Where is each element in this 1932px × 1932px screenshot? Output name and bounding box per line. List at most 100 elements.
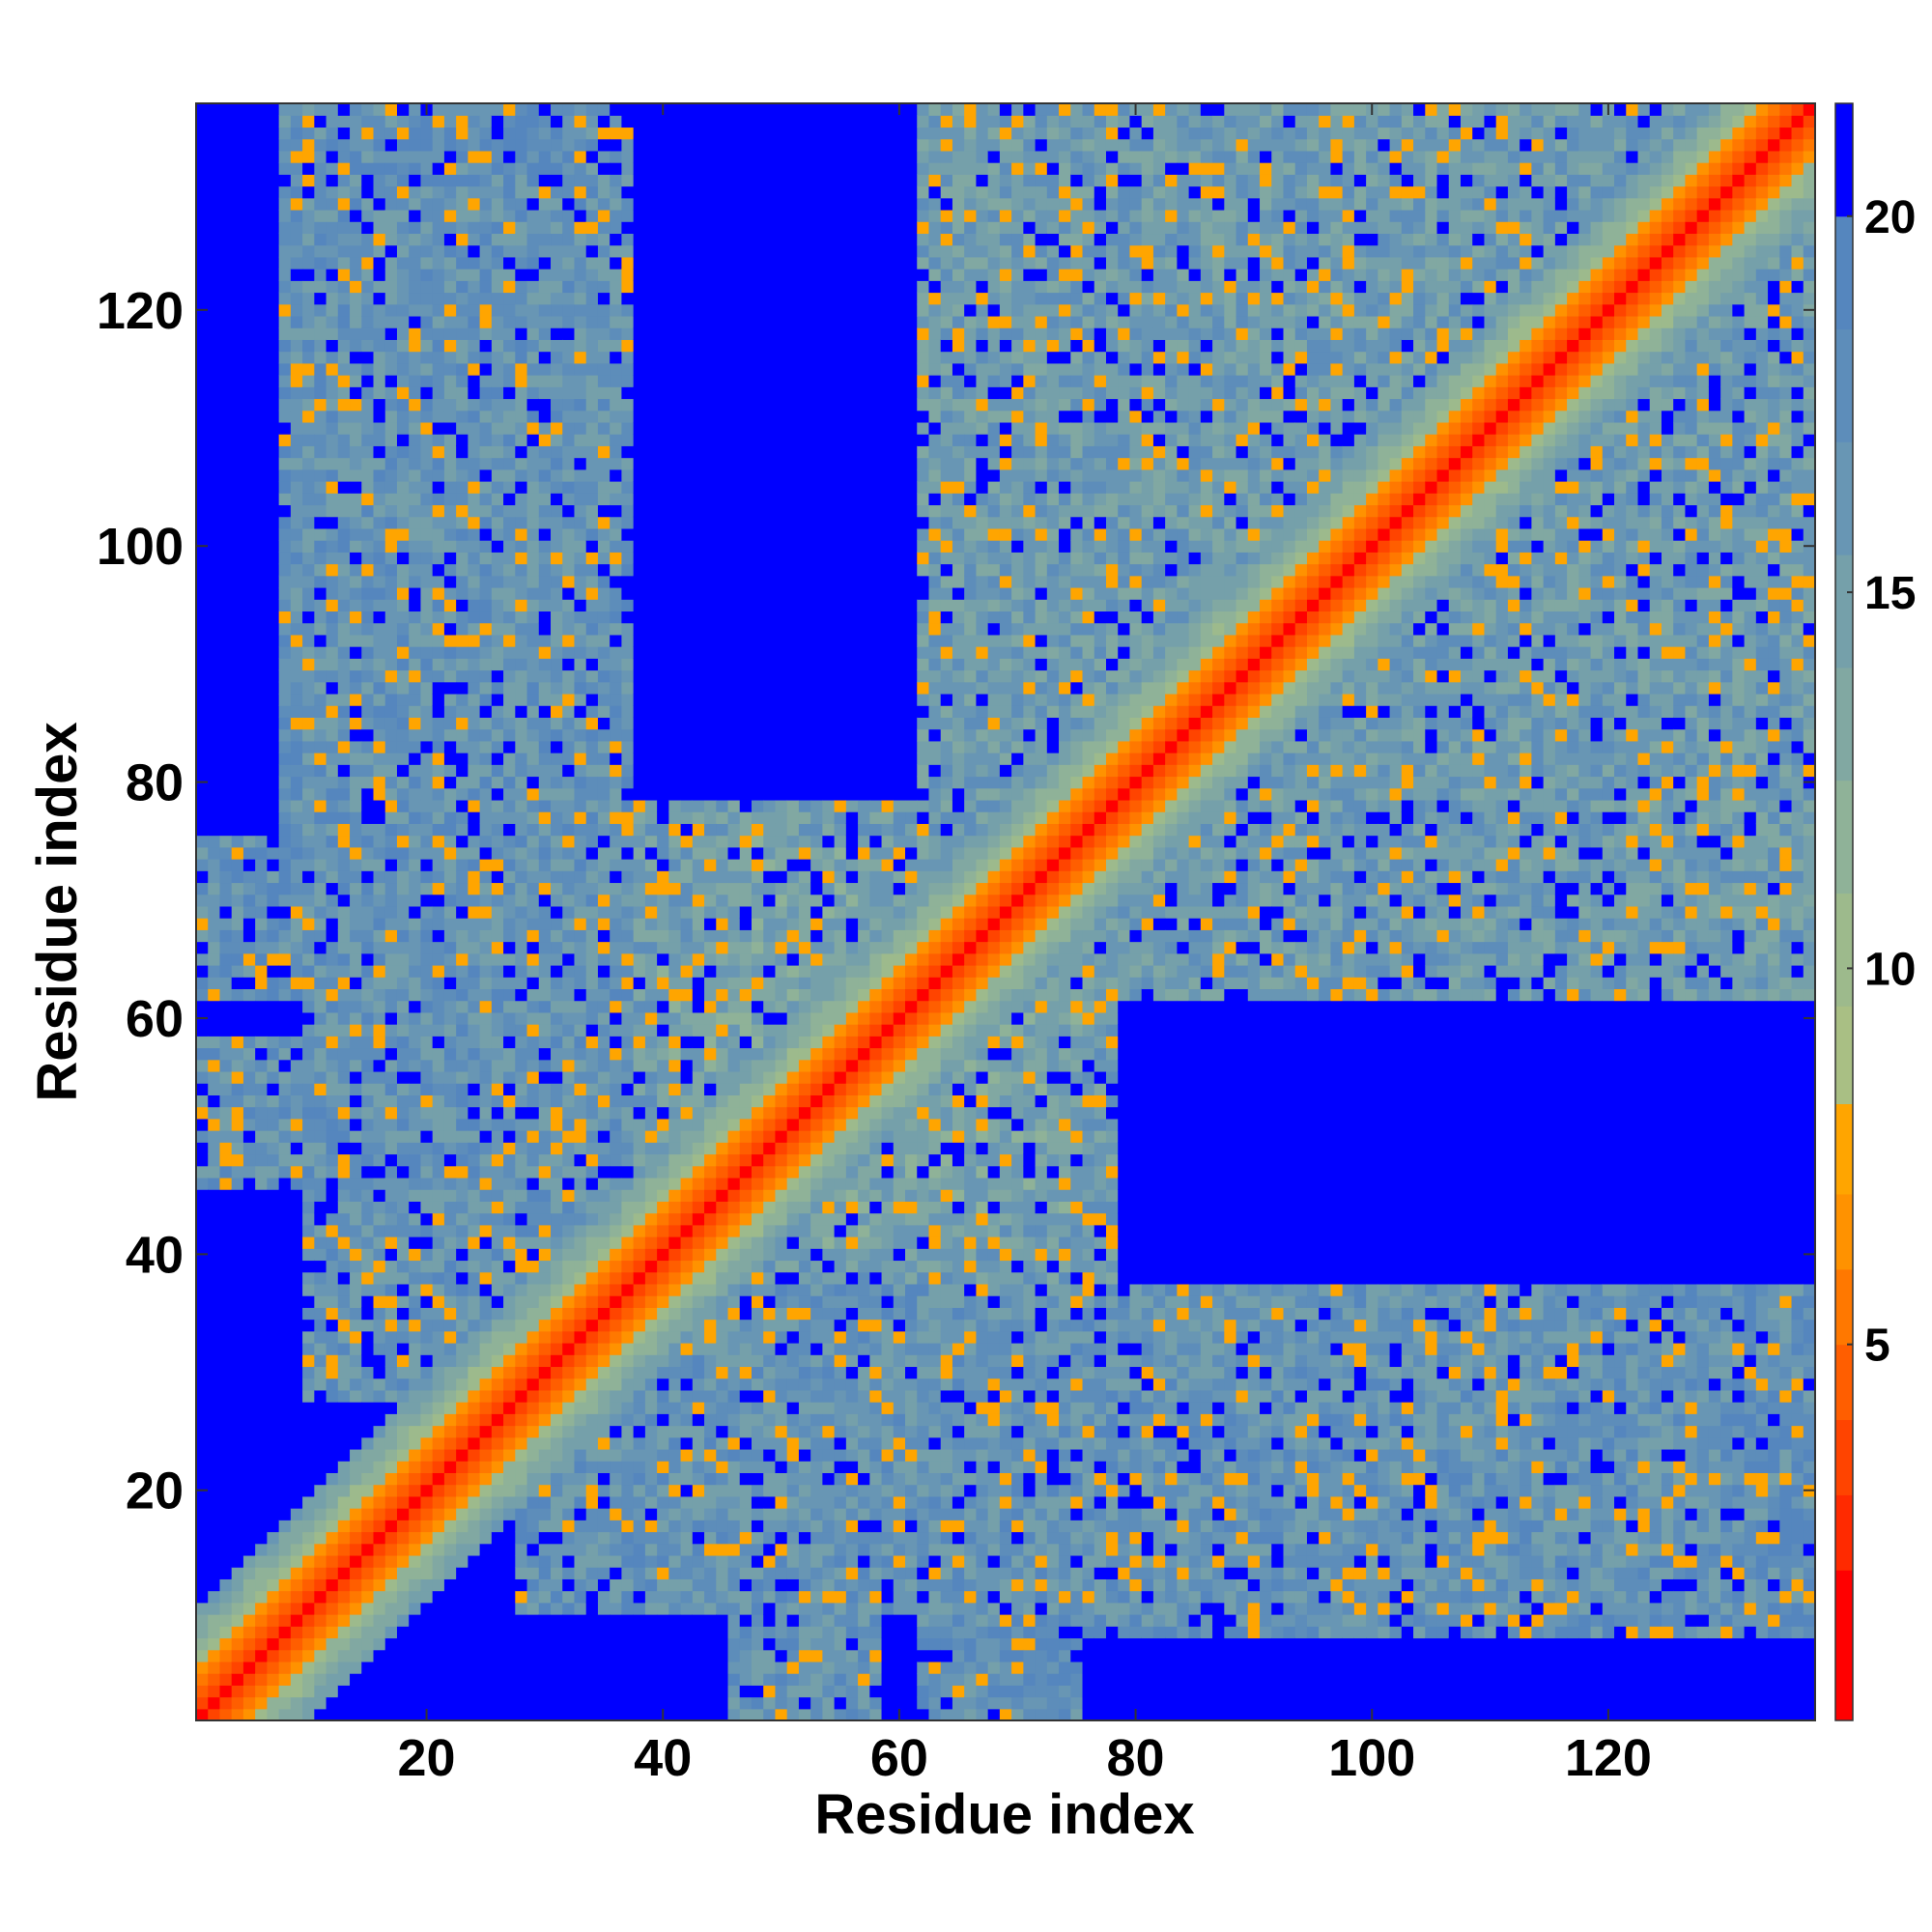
heatmap-cell bbox=[432, 787, 445, 801]
heatmap-cell bbox=[396, 150, 410, 163]
heatmap-cell bbox=[373, 256, 386, 270]
heatmap-cell bbox=[373, 693, 386, 706]
heatmap-cell bbox=[562, 1413, 576, 1427]
heatmap-cell bbox=[314, 646, 327, 659]
heatmap-cell bbox=[574, 233, 587, 246]
heatmap-cell bbox=[219, 351, 233, 364]
heatmap-cell bbox=[479, 905, 493, 919]
heatmap-cell bbox=[208, 952, 221, 966]
heatmap-cell bbox=[443, 1330, 457, 1344]
heatmap-cell bbox=[290, 1578, 303, 1592]
heatmap-cell bbox=[562, 244, 576, 258]
heatmap-cell bbox=[314, 469, 327, 482]
heatmap-cell bbox=[585, 586, 599, 600]
heatmap-cell bbox=[420, 1024, 434, 1037]
heatmap-cell bbox=[515, 552, 528, 565]
heatmap-cell bbox=[242, 787, 256, 801]
heatmap-cell bbox=[479, 1626, 493, 1639]
heatmap-cell bbox=[526, 303, 540, 317]
heatmap-cell bbox=[574, 1626, 587, 1639]
heatmap-cell bbox=[479, 256, 493, 270]
heatmap-cell bbox=[384, 646, 398, 659]
heatmap-cell bbox=[242, 1319, 256, 1332]
heatmap-cell bbox=[597, 209, 611, 222]
heatmap-cell bbox=[337, 823, 351, 837]
heatmap-cell bbox=[551, 776, 563, 789]
heatmap-cell bbox=[409, 540, 422, 553]
heatmap-cell bbox=[384, 386, 398, 400]
heatmap-cell bbox=[326, 162, 339, 175]
heatmap-cell bbox=[242, 776, 256, 789]
heatmap-cell bbox=[420, 1153, 434, 1167]
heatmap-cell bbox=[326, 527, 339, 541]
heatmap-cell bbox=[219, 1673, 233, 1686]
heatmap-cell bbox=[503, 1130, 516, 1143]
heatmap-cell bbox=[242, 445, 256, 459]
heatmap-cell bbox=[267, 1378, 280, 1391]
heatmap-cell bbox=[585, 244, 599, 258]
heatmap-cell bbox=[373, 1508, 386, 1520]
heatmap-cell bbox=[350, 445, 362, 459]
heatmap-cell bbox=[409, 1590, 422, 1604]
heatmap-cell bbox=[503, 634, 516, 647]
heatmap-cell bbox=[384, 138, 398, 152]
heatmap-cell bbox=[479, 1142, 493, 1155]
heatmap-cell bbox=[515, 103, 528, 116]
heatmap-cell bbox=[420, 1248, 434, 1262]
heatmap-cell bbox=[231, 622, 244, 636]
heatmap-cell bbox=[503, 327, 516, 340]
heatmap-cell bbox=[196, 150, 209, 163]
heatmap-cell bbox=[538, 504, 552, 518]
heatmap-cell bbox=[326, 1626, 339, 1639]
heatmap-cell bbox=[479, 669, 493, 683]
heatmap-cell bbox=[491, 362, 504, 376]
heatmap-cell bbox=[350, 1000, 362, 1013]
heatmap-cell bbox=[409, 233, 422, 246]
heatmap-cell bbox=[468, 870, 481, 884]
heatmap-cell bbox=[503, 776, 516, 789]
heatmap-cell bbox=[515, 115, 528, 128]
heatmap-cell bbox=[337, 1590, 351, 1604]
heatmap-cell bbox=[242, 1520, 256, 1533]
heatmap-cell bbox=[396, 918, 410, 930]
heatmap-cell bbox=[208, 1354, 221, 1368]
heatmap-cell bbox=[526, 386, 540, 400]
heatmap-cell bbox=[597, 398, 611, 412]
heatmap-cell bbox=[456, 1402, 469, 1414]
heatmap-cell bbox=[597, 1649, 611, 1662]
heatmap-cell bbox=[585, 599, 599, 612]
heatmap-cell bbox=[361, 1531, 375, 1545]
heatmap-cell bbox=[278, 611, 292, 624]
heatmap-cell bbox=[468, 811, 481, 824]
heatmap-cell bbox=[409, 1708, 422, 1721]
heatmap-cell bbox=[409, 1554, 422, 1568]
heatmap-cell bbox=[610, 221, 623, 235]
heatmap-cell bbox=[219, 740, 233, 753]
heatmap-cell bbox=[491, 1201, 504, 1214]
heatmap-cell bbox=[384, 988, 398, 1002]
heatmap-cell bbox=[491, 1070, 504, 1084]
heatmap-cell bbox=[551, 634, 563, 647]
heatmap-cell bbox=[302, 1047, 315, 1061]
heatmap-cell bbox=[515, 1307, 528, 1321]
heatmap-cell bbox=[597, 127, 611, 140]
heatmap-cell bbox=[443, 1461, 457, 1473]
heatmap-cell bbox=[219, 634, 233, 647]
heatmap-cell bbox=[208, 1436, 221, 1450]
heatmap-cell bbox=[562, 1319, 576, 1332]
heatmap-cell bbox=[314, 386, 327, 400]
heatmap-cell bbox=[503, 174, 516, 187]
heatmap-cell bbox=[384, 197, 398, 211]
heatmap-cell bbox=[585, 1224, 599, 1237]
heatmap-cell bbox=[384, 964, 398, 978]
heatmap-cell bbox=[443, 1036, 457, 1049]
heatmap-cell bbox=[337, 339, 351, 353]
heatmap-cell bbox=[278, 1094, 292, 1108]
heatmap-cell bbox=[242, 1554, 256, 1568]
heatmap-cell bbox=[278, 233, 292, 246]
heatmap-cell bbox=[526, 1413, 540, 1427]
heatmap-cell bbox=[384, 1330, 398, 1344]
heatmap-cell bbox=[208, 1295, 221, 1308]
heatmap-cell bbox=[432, 1673, 445, 1686]
heatmap-cell bbox=[231, 1000, 244, 1013]
